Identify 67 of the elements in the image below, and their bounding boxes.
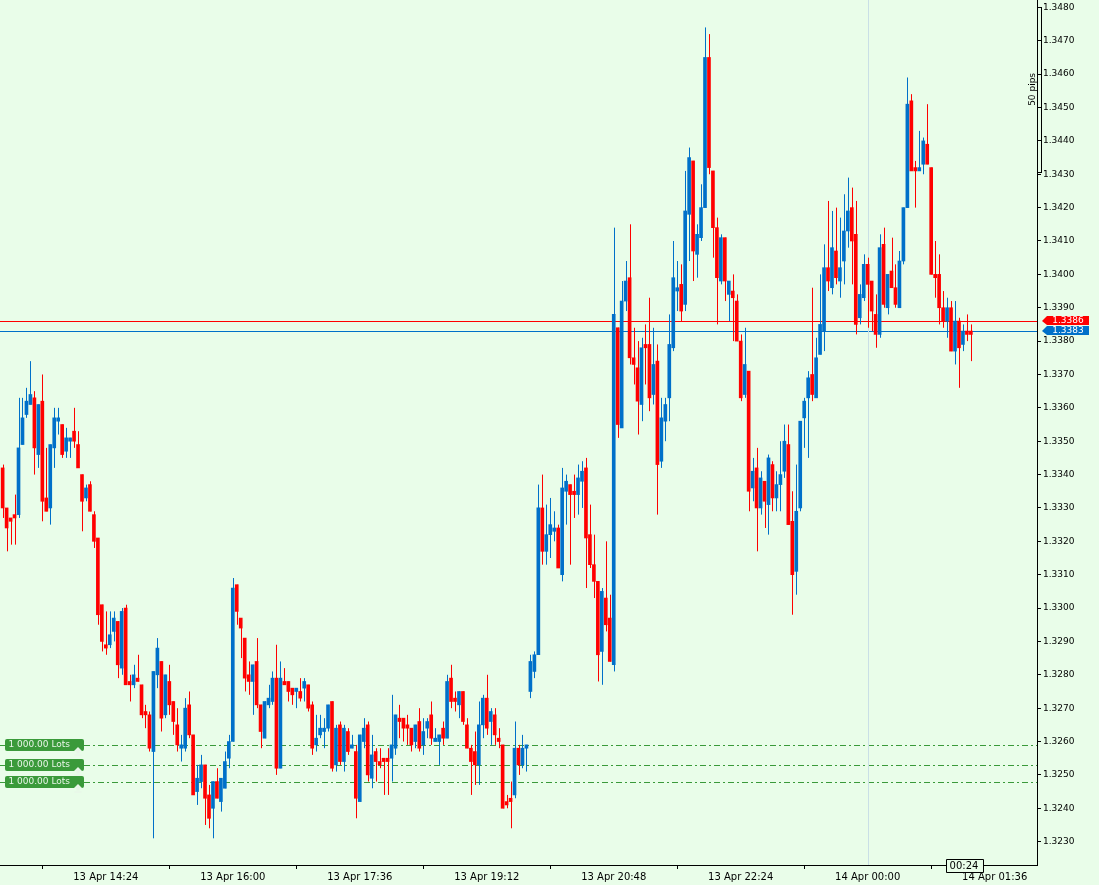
candlestick xyxy=(492,707,497,746)
candlestick xyxy=(572,474,576,519)
y-tick-label: 1.3410 xyxy=(1043,235,1075,246)
ref-line-label: 1 000.00 Lots xyxy=(8,739,71,750)
candlestick xyxy=(421,717,426,756)
x-tick-label: 14 Apr 00:00 xyxy=(835,870,901,882)
candlestick xyxy=(544,504,549,566)
y-tick-label: 1.3370 xyxy=(1043,368,1075,379)
candlestick xyxy=(346,727,350,756)
candlestick xyxy=(568,484,572,566)
y-tick-label: 1.3320 xyxy=(1043,535,1075,546)
candlestick xyxy=(826,200,830,292)
y-tick-label: 1.3480 xyxy=(1043,1,1075,12)
ref-line-label: 1.3383 xyxy=(1052,325,1084,336)
candlestick xyxy=(457,690,461,719)
y-tick-label: 1.3450 xyxy=(1043,101,1075,112)
y-tick-label: 1.3350 xyxy=(1043,435,1075,446)
y-tick-label: 1.3440 xyxy=(1043,135,1075,146)
y-tick-label: 1.3470 xyxy=(1043,35,1075,46)
x-tick-label: 13 Apr 17:36 xyxy=(327,870,393,882)
candlestick xyxy=(103,610,108,656)
candlestick xyxy=(314,714,318,753)
x-tick-label: 13 Apr 19:12 xyxy=(454,870,520,882)
candlestick xyxy=(802,397,807,449)
y-tick-label: 1.3280 xyxy=(1043,669,1075,680)
candlestick xyxy=(175,707,180,753)
candlestick xyxy=(726,280,731,322)
y-tick-label: 1.3340 xyxy=(1043,468,1075,479)
candlestick xyxy=(441,721,445,746)
y-tick-label: 1.3360 xyxy=(1043,402,1075,413)
candlestick xyxy=(925,103,930,165)
x-tick-label: 13 Apr 20:48 xyxy=(581,870,647,882)
y-tick-label: 1.3380 xyxy=(1043,335,1075,346)
y-tick-label: 1.3420 xyxy=(1043,201,1075,212)
ref-line-label: 1 000.00 Lots xyxy=(8,776,71,787)
x-tick-label: 13 Apr 22:24 xyxy=(708,870,774,882)
candlestick xyxy=(552,510,557,542)
candlestick xyxy=(806,370,810,459)
y-tick-label: 1.3230 xyxy=(1043,835,1075,846)
y-tick-label: 1.3250 xyxy=(1043,769,1075,780)
y-tick-label: 1.3270 xyxy=(1043,702,1075,713)
y-tick-label: 1.3260 xyxy=(1043,735,1075,746)
ref-line-label: 1.3386 xyxy=(1052,315,1085,326)
x-tick-label: 13 Apr 14:24 xyxy=(73,870,139,882)
y-tick-label: 1.3300 xyxy=(1043,602,1075,613)
candlestick xyxy=(969,323,973,362)
ref-line-label: 1 000.00 Lots xyxy=(8,759,71,770)
candlestick xyxy=(917,130,922,172)
y-tick-label: 1.3390 xyxy=(1043,302,1075,313)
candlestick xyxy=(195,764,199,806)
candlestick xyxy=(576,464,580,516)
candlestick xyxy=(488,707,493,746)
candlestick xyxy=(961,323,965,352)
annotation: 50 pips xyxy=(1027,72,1038,106)
y-tick-label: 1.3430 xyxy=(1043,168,1075,179)
x-tick-label: 13 Apr 16:00 xyxy=(200,870,266,882)
candlestick xyxy=(107,610,112,649)
annotation: 00:24 xyxy=(949,859,979,871)
candlestick xyxy=(64,427,68,459)
candlestick xyxy=(838,217,842,299)
y-tick-label: 1.3290 xyxy=(1043,635,1075,646)
y-tick-label: 1.3330 xyxy=(1043,502,1075,513)
y-tick-label: 1.3240 xyxy=(1043,802,1075,813)
y-tick-label: 1.3400 xyxy=(1043,268,1075,279)
candlestick xyxy=(215,767,219,799)
y-tick-label: 1.3460 xyxy=(1043,68,1075,79)
y-tick-label: 1.3310 xyxy=(1043,569,1075,580)
